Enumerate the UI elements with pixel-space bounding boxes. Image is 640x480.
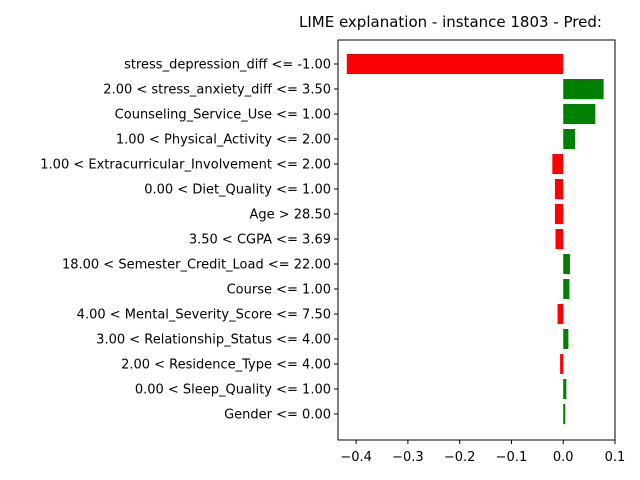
bar — [346, 54, 564, 74]
y-tick-label: stress_depression_diff <= -1.00 — [124, 58, 331, 73]
y-tick-label: Age > 28.50 — [249, 208, 331, 223]
y-tick-label: 1.00 < Extracurricular_Involvement <= 2.… — [40, 158, 331, 173]
y-tick-label: 3.50 < CGPA <= 3.69 — [189, 233, 331, 248]
bar — [554, 204, 564, 224]
plot-frame — [337, 39, 616, 441]
x-tick-label: −0.4 — [340, 450, 372, 465]
chart-title: LIME explanation - instance 1803 - Pred: — [299, 13, 602, 31]
bar — [554, 179, 564, 199]
y-tick-label: Gender <= 0.00 — [224, 408, 331, 423]
bar — [555, 229, 564, 249]
bar — [563, 79, 604, 99]
bar — [560, 354, 564, 374]
bar — [563, 329, 569, 349]
y-tick-label: 18.00 < Semester_Credit_Load <= 22.00 — [62, 258, 331, 273]
y-tick-labels: stress_depression_diff <= -1.00 2.00 < st… — [40, 58, 338, 423]
y-tick-label: 2.00 < Residence_Type <= 4.00 — [121, 358, 331, 373]
y-tick-label: 1.00 < Physical_Activity <= 2.00 — [116, 133, 331, 148]
bar — [563, 104, 596, 124]
y-tick-label: 0.00 < Sleep_Quality <= 1.00 — [135, 383, 331, 398]
bar — [563, 254, 570, 274]
x-tick-label: −0.2 — [444, 450, 476, 465]
y-tick-label: 2.00 < stress_anxiety_diff <= 3.50 — [103, 83, 331, 98]
x-ticks: −0.4 −0.3 −0.2 −0.1 0.0 0.1 — [340, 440, 625, 465]
bar — [563, 129, 576, 149]
x-tick-label: 0.0 — [553, 450, 574, 465]
bar — [552, 154, 564, 174]
y-tick-label: Course <= 1.00 — [227, 283, 331, 298]
bar — [563, 379, 567, 399]
x-tick-label: −0.3 — [392, 450, 424, 465]
x-tick-label: −0.1 — [496, 450, 528, 465]
y-tick-label: 3.00 < Relationship_Status <= 4.00 — [96, 333, 331, 348]
y-tick-label: 0.00 < Diet_Quality <= 1.00 — [144, 183, 331, 198]
x-tick-label: 0.1 — [605, 450, 626, 465]
bar — [563, 279, 570, 299]
bar — [557, 304, 564, 324]
y-tick-label: Counseling_Service_Use <= 1.00 — [115, 108, 331, 123]
bar — [563, 404, 566, 424]
y-tick-label: 4.00 < Mental_Severity_Score <= 7.50 — [77, 308, 331, 323]
bars-group — [346, 54, 604, 424]
